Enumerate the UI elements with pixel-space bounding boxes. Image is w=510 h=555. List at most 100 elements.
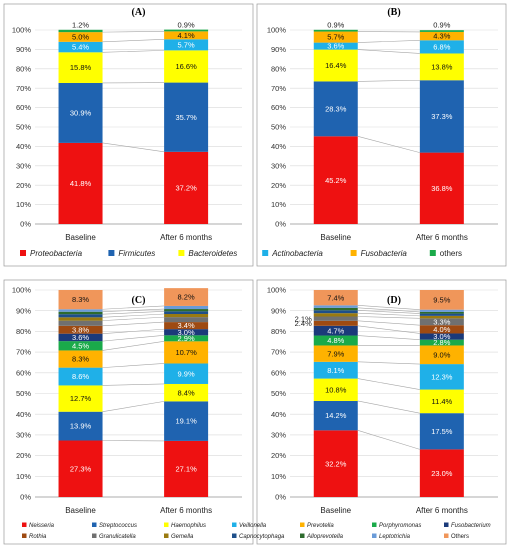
category-label: After 6 months — [416, 506, 468, 515]
data-label: 9.0% — [433, 350, 450, 359]
y-tick-label: 0% — [275, 220, 286, 229]
legend-swatch — [372, 534, 377, 539]
data-label: 12.7% — [70, 394, 92, 403]
legend-swatch — [232, 523, 237, 528]
y-tick-label: 60% — [271, 103, 286, 112]
data-label: 12.3% — [431, 372, 453, 381]
y-tick-label: 10% — [16, 472, 31, 481]
data-label: 6.8% — [433, 42, 450, 51]
legend-label: Rothia — [29, 534, 47, 540]
bar-segment — [420, 314, 464, 316]
data-label: 0.9% — [178, 21, 195, 30]
legend-label: Others — [451, 534, 469, 540]
data-label: 13.9% — [70, 422, 92, 431]
legend-swatch — [444, 534, 449, 539]
y-tick-label: 0% — [20, 493, 31, 502]
bar-segment — [59, 30, 103, 32]
data-label: 35.7% — [175, 113, 197, 122]
data-label: 8.3% — [72, 295, 89, 304]
bar-segment — [164, 306, 208, 309]
y-tick-label: 10% — [16, 200, 31, 209]
y-tick-label: 70% — [16, 348, 31, 357]
data-label: 9.5% — [433, 295, 450, 304]
bar-segment — [314, 308, 358, 310]
category-label: Baseline — [65, 233, 96, 242]
y-tick-label: 30% — [16, 161, 31, 170]
y-tick-label: 40% — [16, 410, 31, 419]
data-label: 32.2% — [325, 459, 347, 468]
bar-segment — [59, 321, 103, 326]
data-label: 4.1% — [178, 31, 195, 40]
panel-title: (B) — [387, 7, 400, 18]
data-label: 8.3% — [72, 355, 89, 364]
y-tick-label: 10% — [271, 200, 286, 209]
bar-segment — [420, 316, 464, 318]
data-label: 5.0% — [72, 33, 89, 42]
y-tick-label: 20% — [271, 181, 286, 190]
y-tick-label: 40% — [271, 410, 286, 419]
data-label: 10.8% — [325, 385, 347, 394]
legend-swatch — [444, 523, 449, 528]
legend-swatch — [22, 523, 27, 528]
data-label: 4.5% — [72, 341, 89, 350]
legend-label: Firmicutes — [118, 249, 155, 258]
y-tick-label: 20% — [16, 451, 31, 460]
category-label: After 6 months — [160, 506, 212, 515]
bar-segment — [59, 312, 103, 314]
legend-label: Haemophilus — [171, 523, 206, 529]
category-label: Baseline — [320, 506, 351, 515]
bar-segment — [314, 310, 358, 313]
data-label: 13.8% — [431, 62, 453, 71]
y-tick-label: 0% — [275, 493, 286, 502]
legend-label: Alloprevotella — [306, 534, 344, 540]
bar-segment — [164, 317, 208, 322]
legend-label: Bacteroidetes — [188, 249, 237, 258]
y-tick-label: 60% — [271, 368, 286, 377]
legend-swatch — [372, 523, 377, 528]
data-label: 37.3% — [431, 112, 453, 121]
data-label: 15.8% — [70, 63, 92, 72]
data-label: 14.2% — [325, 411, 347, 420]
legend-swatch — [232, 534, 237, 539]
panel-title: (D) — [387, 295, 401, 306]
data-label: 37.2% — [175, 184, 197, 193]
y-tick-label: 80% — [271, 327, 286, 336]
y-tick-label: 100% — [12, 26, 32, 35]
bar-segment — [314, 305, 358, 307]
y-tick-label: 80% — [16, 327, 31, 336]
category-label: Baseline — [320, 233, 351, 242]
y-tick-label: 90% — [16, 306, 31, 315]
y-tick-label: 70% — [271, 84, 286, 93]
bar-segment — [59, 314, 103, 317]
legend-label: Actinobacteria — [271, 249, 323, 258]
y-tick-label: 60% — [16, 368, 31, 377]
legend-label: Fusobacterium — [451, 523, 491, 529]
bar-segment — [164, 314, 208, 317]
legend-swatch — [22, 534, 27, 539]
legend-label: Neisseria — [29, 523, 55, 529]
data-label: 8.4% — [178, 388, 195, 397]
data-label: 0.9% — [433, 21, 450, 30]
y-tick-label: 10% — [271, 472, 286, 481]
bar-segment — [420, 30, 464, 32]
bar-segment — [164, 30, 208, 32]
data-label: 9.9% — [178, 369, 195, 378]
y-tick-label: 30% — [16, 431, 31, 440]
legend-label: Proteobacteria — [30, 249, 83, 258]
legend-label: Leptotrichia — [379, 534, 411, 540]
bar-segment — [314, 313, 358, 316]
data-label: 36.8% — [431, 184, 453, 193]
data-label: 28.3% — [325, 104, 347, 113]
data-label: 16.6% — [175, 62, 197, 71]
data-label: 17.5% — [431, 427, 453, 436]
y-tick-label: 30% — [271, 431, 286, 440]
data-label: 0.9% — [327, 21, 344, 30]
legend-label: Granulicatella — [99, 534, 136, 540]
data-label: 23.0% — [431, 469, 453, 478]
bar-segment — [314, 316, 358, 320]
legend-swatch — [92, 534, 97, 539]
y-tick-label: 40% — [271, 142, 286, 151]
y-tick-label: 50% — [16, 389, 31, 398]
